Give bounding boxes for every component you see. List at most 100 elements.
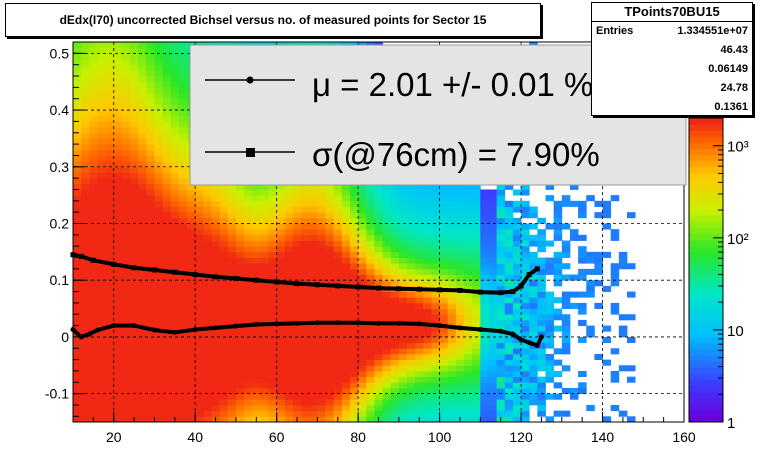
heatmap-cell bbox=[545, 342, 555, 349]
sigma-point bbox=[518, 283, 524, 289]
heatmap-cell bbox=[537, 308, 546, 315]
heatmap-cell bbox=[496, 302, 506, 309]
heatmap-cell bbox=[480, 280, 489, 287]
heatmap-cell bbox=[545, 302, 555, 309]
heatmap-cell bbox=[121, 229, 131, 236]
heatmap-cell bbox=[130, 64, 139, 71]
heatmap-cell bbox=[73, 319, 82, 326]
heatmap-cell bbox=[439, 246, 449, 253]
heatmap-cell bbox=[130, 166, 139, 173]
heatmap-cell bbox=[447, 376, 457, 383]
heatmap-cell bbox=[578, 246, 587, 253]
heatmap-cell bbox=[130, 291, 139, 298]
color-scale-cell bbox=[689, 318, 723, 326]
heatmap-cell bbox=[195, 246, 204, 253]
heatmap-cell bbox=[626, 416, 636, 423]
sigma-point bbox=[233, 276, 239, 282]
heatmap-cell bbox=[333, 280, 343, 287]
heatmap-cell bbox=[578, 336, 587, 343]
heatmap-cell bbox=[366, 212, 375, 219]
heatmap-cell bbox=[162, 246, 172, 253]
heatmap-cell bbox=[260, 234, 269, 241]
heatmap-cell bbox=[211, 229, 221, 236]
heatmap-cell bbox=[512, 291, 522, 298]
heatmap-cell bbox=[504, 212, 514, 219]
heatmap-cell bbox=[219, 319, 229, 326]
heatmap-cell bbox=[113, 64, 123, 71]
heatmap-cell bbox=[529, 302, 538, 309]
heatmap-cell bbox=[244, 240, 253, 247]
heatmap-cell bbox=[187, 387, 196, 395]
heatmap-cell bbox=[349, 195, 359, 202]
heatmap-cell bbox=[374, 274, 383, 281]
heatmap-cell bbox=[309, 212, 318, 219]
heatmap-cell bbox=[358, 223, 367, 230]
heatmap-cell bbox=[81, 206, 90, 213]
heatmap-cell bbox=[73, 212, 82, 219]
heatmap-cell bbox=[358, 257, 367, 264]
heatmap-cell bbox=[113, 206, 123, 213]
heatmap-cell bbox=[358, 382, 367, 389]
heatmap-cell bbox=[626, 376, 636, 383]
heatmap-cell bbox=[276, 348, 286, 355]
heatmap-cell bbox=[358, 234, 367, 241]
heatmap-cell bbox=[407, 359, 416, 366]
heatmap-cell bbox=[170, 234, 180, 241]
heatmap-cell bbox=[317, 200, 326, 207]
heatmap-cell bbox=[130, 285, 139, 292]
heatmap-cell bbox=[398, 387, 408, 395]
heatmap-cell bbox=[121, 76, 131, 83]
heatmap-cell bbox=[97, 365, 106, 372]
chart-title: dEdx(I70) uncorrected Bichsel versus no.… bbox=[5, 3, 541, 37]
heatmap-cell bbox=[618, 257, 628, 264]
heatmap-cell bbox=[537, 393, 546, 400]
heatmap-cell bbox=[284, 359, 294, 366]
heatmap-cell bbox=[268, 223, 278, 230]
heatmap-cell bbox=[618, 263, 628, 270]
heatmap-cell bbox=[130, 217, 139, 224]
heatmap-cell bbox=[219, 393, 229, 400]
heatmap-cell bbox=[415, 251, 424, 258]
heatmap-cell bbox=[73, 42, 82, 49]
heatmap-cell bbox=[504, 200, 514, 207]
heatmap-cell bbox=[431, 229, 440, 236]
heatmap-cell bbox=[162, 76, 172, 83]
heatmap-cell bbox=[252, 325, 261, 332]
heatmap-cell bbox=[73, 280, 82, 287]
heatmap-cell bbox=[349, 393, 359, 400]
heatmap-cell bbox=[447, 404, 457, 412]
heatmap-cell bbox=[423, 348, 432, 355]
heatmap-cell bbox=[431, 319, 440, 326]
heatmap-cell bbox=[366, 291, 375, 298]
heatmap-cell bbox=[227, 336, 237, 343]
heatmap-cell bbox=[113, 144, 123, 151]
heatmap-cell bbox=[512, 223, 522, 230]
heatmap-cell bbox=[618, 365, 628, 372]
heatmap-cell bbox=[398, 268, 408, 275]
heatmap-cell bbox=[464, 206, 473, 213]
sigma-point bbox=[172, 269, 178, 275]
heatmap-cell bbox=[504, 319, 514, 326]
heatmap-cell bbox=[488, 410, 498, 417]
heatmap-cell bbox=[464, 274, 473, 281]
heatmap-cell bbox=[382, 223, 392, 230]
heatmap-cell bbox=[105, 404, 115, 412]
heatmap-cell bbox=[504, 280, 514, 287]
heatmap-cell bbox=[447, 297, 457, 304]
heatmap-cell bbox=[219, 348, 229, 355]
heatmap-cell bbox=[97, 331, 106, 338]
heatmap-cell bbox=[521, 342, 530, 349]
heatmap-cell bbox=[309, 393, 318, 400]
heatmap-cell bbox=[162, 161, 172, 168]
heatmap-cell bbox=[374, 404, 383, 412]
heatmap-cell bbox=[366, 342, 375, 349]
heatmap-cell bbox=[276, 246, 286, 253]
heatmap-cell bbox=[268, 229, 278, 236]
heatmap-cell bbox=[73, 138, 82, 145]
heatmap-cell bbox=[89, 138, 98, 145]
heatmap-cell bbox=[472, 212, 481, 219]
heatmap-cell bbox=[374, 297, 383, 304]
heatmap-cell bbox=[341, 223, 351, 230]
heatmap-cell bbox=[97, 64, 106, 71]
heatmap-cell bbox=[521, 365, 530, 372]
